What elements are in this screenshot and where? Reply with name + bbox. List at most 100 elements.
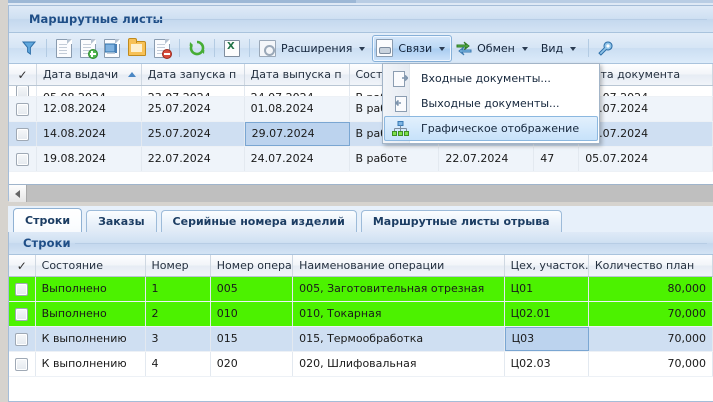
toolbar-separator-4 (249, 39, 250, 57)
menu-item-2[interactable]: Графическое отображение (384, 116, 598, 141)
horizontal-scrollbar[interactable] (9, 184, 713, 202)
table-cell: 1 (145, 277, 211, 301)
filter-button[interactable] (17, 35, 41, 62)
row-checkbox[interactable] (9, 97, 37, 121)
exchange-label: Обмен (477, 41, 515, 55)
toolbar: Расширения Связи Обмен Вид (9, 33, 713, 64)
export-excel-button[interactable] (220, 35, 244, 62)
header-rule (154, 19, 707, 20)
column-header-label: Состояние (41, 259, 103, 272)
column-header-2[interactable]: Номер (146, 255, 211, 276)
row-checkbox[interactable] (9, 352, 36, 376)
add-document-button[interactable] (76, 35, 100, 62)
column-header-1[interactable]: Состояние (36, 255, 146, 276)
checkbox-icon[interactable] (15, 307, 29, 321)
table-cell: 70,000 (588, 302, 713, 326)
route-sheets-panel: Маршрутные листы (8, 5, 713, 202)
table-cell: Ц02.01 (504, 302, 589, 326)
delete-document-button[interactable] (150, 35, 174, 62)
column-header-6[interactable]: Количество план (589, 255, 713, 276)
column-header-3[interactable]: Дата выпуска п (245, 64, 350, 85)
row-checkbox[interactable] (9, 122, 37, 146)
checkbox-icon[interactable] (15, 152, 29, 166)
settings-button[interactable] (594, 35, 617, 62)
table-cell: 05.07.2024 (579, 147, 713, 171)
table-row[interactable]: 19.08.2024 22.07.2024 24.07.2024 В работе 22… (9, 147, 713, 172)
row-checkbox[interactable] (9, 277, 36, 301)
column-header-4[interactable]: Наименование операции (293, 255, 505, 276)
links-label: Связи (398, 41, 433, 55)
links-button[interactable]: Связи (372, 34, 453, 62)
tab-3[interactable]: Маршрутные листы отрыва (360, 210, 562, 232)
column-header-label: Дата выпуска п (250, 68, 342, 81)
table-row[interactable]: 14.08.2024 25.07.2024 29.07.2024 В рабо 05.0… (9, 122, 713, 147)
chevron-down-icon (570, 47, 577, 51)
hierarchy-icon (389, 120, 411, 137)
menu-item-0[interactable]: Входные документы... (384, 66, 598, 91)
extensions-button[interactable]: Расширения (255, 35, 372, 62)
table-cell: Выполнено (35, 302, 146, 326)
exchange-button[interactable]: Обмен (452, 35, 535, 62)
tab-1[interactable]: Заказы (86, 210, 157, 232)
column-header-label: Наименование операции (299, 259, 445, 272)
refresh-button[interactable] (185, 35, 209, 62)
table-cell: 015, Термообработка (293, 327, 505, 351)
table-cell: К выполнению (36, 327, 146, 351)
open-folder-button[interactable] (124, 35, 150, 62)
column-header-2[interactable]: Дата запуска п (142, 64, 245, 85)
table-cell: 19.08.2024 (37, 147, 142, 171)
row-checkbox[interactable] (9, 86, 37, 96)
edit-document-button[interactable] (100, 35, 124, 62)
exchange-icon (456, 40, 472, 56)
chevron-down-icon (359, 47, 366, 51)
table-cell: 05.07.2024 (579, 97, 713, 121)
header-rule (75, 243, 707, 244)
column-header-3[interactable]: Номер операц (211, 255, 294, 276)
column-header-7[interactable]: Дата документа (579, 64, 713, 85)
refresh-icon (189, 40, 205, 56)
document-out-icon (389, 95, 411, 113)
checkbox-icon[interactable] (15, 332, 29, 346)
tab-0[interactable]: Строки (13, 208, 83, 232)
sort-ascending-icon (127, 72, 136, 77)
menu-item-1[interactable]: Выходные документы... (384, 91, 598, 116)
scroll-left-button[interactable] (9, 185, 27, 202)
select-all-checkbox-header[interactable]: ✓ (9, 255, 36, 276)
column-header-5[interactable]: Цех, участок. (505, 255, 589, 276)
checkbox-icon[interactable] (15, 86, 29, 96)
gear-icon (259, 39, 276, 57)
table-cell: 24.07.2024 (245, 147, 350, 171)
table-cell: 020, Шлифовальная (293, 352, 505, 376)
checkbox-icon[interactable] (15, 102, 29, 116)
document-edit-icon (104, 38, 120, 58)
table-row[interactable]: Выполнено 2 010 010, Токарная Ц02.01 70,000 (9, 302, 713, 327)
table-cell: 2 (145, 302, 211, 326)
table-cell: 29.07.2024 (244, 122, 350, 146)
table-row[interactable]: 12.08.2024 25.07.2024 01.08.2024 В рабо 05.0… (9, 97, 713, 122)
select-all-checkbox-header[interactable]: ✓ (9, 64, 37, 85)
checkbox-icon[interactable] (15, 127, 29, 141)
new-document-button[interactable] (52, 35, 76, 62)
checkbox-icon[interactable] (15, 282, 29, 296)
table-row[interactable]: Выполнено 1 005 005, Заготовительная отрезн… (9, 277, 713, 302)
table-cell: 010, Токарная (293, 302, 505, 326)
table-cell: 05.08.2024 (37, 86, 142, 96)
table-cell: 70,000 (589, 352, 713, 376)
table-row[interactable]: К выполнению 3 015 015, Термообработка Ц03 70… (9, 327, 713, 352)
view-button[interactable]: Вид (535, 35, 583, 62)
row-checkbox[interactable] (9, 302, 36, 326)
row-checkbox[interactable] (9, 327, 36, 351)
checkbox-icon[interactable] (15, 357, 29, 371)
row-checkbox[interactable] (9, 147, 37, 171)
column-header-1[interactable]: Дата выдачи (37, 64, 142, 85)
table-cell: 22.07.2024 (439, 147, 535, 171)
table-row[interactable]: К выполнению 4 020 020, Шлифовальная Ц02.03 7… (9, 352, 713, 377)
tab-label: Серийные номера изделий (172, 215, 345, 228)
table-cell: 4 (146, 352, 211, 376)
document-in-icon (389, 70, 411, 88)
rows-header: Строки (9, 232, 713, 255)
route-sheets-grid-header: ✓ Дата выдачи Дата запуска п Дата выпуска п… (9, 64, 713, 86)
tab-2[interactable]: Серийные номера изделий (160, 210, 357, 232)
